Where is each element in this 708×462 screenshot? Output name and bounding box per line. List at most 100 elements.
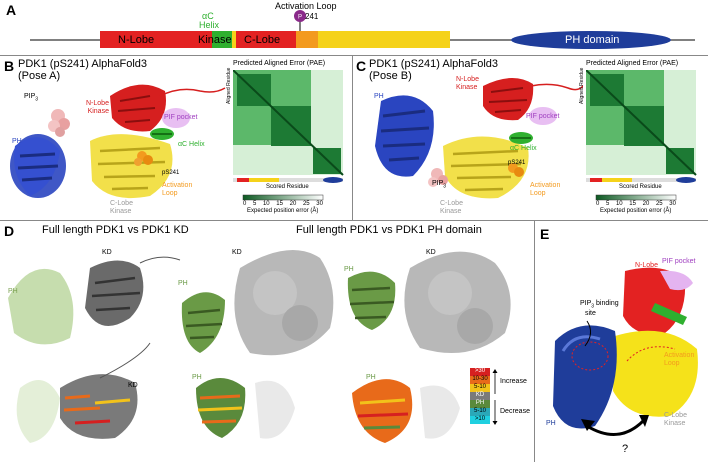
kinase-bar-red <box>234 31 296 48</box>
structure-pose-a <box>10 84 226 199</box>
d-kd-label-2: KD <box>232 249 242 256</box>
e-pif-label: PIF pocket <box>662 258 696 265</box>
d-legend: >30 10-30 5-10 KD PH 5-10 >10 <box>470 368 490 424</box>
d-increase-label: Increase <box>500 378 527 385</box>
structure-pose-b <box>375 77 583 199</box>
panel-b-title-2: (Pose A) <box>18 70 61 82</box>
d-decrease-label: Decrease <box>500 408 530 415</box>
panel-d-title-right: Full length PDK1 vs PDK1 PH domain <box>296 224 482 236</box>
e-clobe-label: C-Lobe Kinase <box>664 412 687 427</box>
panel-b-label: B <box>4 58 15 74</box>
phospho-site-marker <box>294 10 306 22</box>
b-ph-label: PH <box>12 138 22 145</box>
c-pae-scale-label: Expected position error (Å) <box>600 208 672 214</box>
e-ph-label: PH <box>546 420 556 427</box>
e-activation-label: Activation Loop <box>664 352 695 367</box>
c-tick: 10 <box>615 201 623 207</box>
legend-item: 5-10 <box>470 408 490 416</box>
c-pip3-label: PIP3 <box>432 180 447 190</box>
e-nlobe-label: N-Lobe <box>635 262 658 269</box>
schematic-model <box>553 267 698 436</box>
domain-diagram: P <box>30 10 695 49</box>
b-achelix-label: αC Helix <box>178 141 205 148</box>
c-pif-label: PIF pocket <box>526 113 560 120</box>
panel-d-title-left: Full length PDK1 vs PDK1 KD <box>42 224 189 236</box>
b-pae-scale-label: Expected position error (Å) <box>247 208 319 214</box>
b-tick: 20 <box>289 201 297 207</box>
b-pae-ticks: 0 5 10 15 20 25 30 <box>243 201 323 207</box>
divider-top <box>0 55 708 56</box>
b-pif-label: PIF pocket <box>164 114 198 121</box>
c-tick: 0 <box>596 201 600 207</box>
legend-item: 10-30 <box>470 376 490 384</box>
panel-e-label: E <box>540 226 550 242</box>
b-pae-xlabel: Scored Residue <box>266 184 309 190</box>
b-tick: 10 <box>262 201 270 207</box>
b-ps241-label: pS241 <box>162 170 180 176</box>
ph-domain-ellipse <box>511 31 671 49</box>
e-pip3-binding-label: PIP3 binding <box>580 300 619 310</box>
clobe-bar <box>318 31 450 48</box>
d-ph-label-6: PH <box>366 374 376 381</box>
activation-loop-label: Activation Loop <box>275 1 337 11</box>
divider-bc <box>352 55 353 220</box>
c-pae-title: Predicted Aligned Error (PAE) <box>586 60 679 67</box>
c-clobe-label: C-Lobe Kinase <box>440 200 463 215</box>
legend-item: PH <box>470 400 490 408</box>
b-activation-label: Activation Loop <box>162 182 193 197</box>
ph-domain-label: PH domain <box>565 34 620 46</box>
divider-mid <box>0 220 708 221</box>
c-achelix-label: αC Helix <box>510 145 537 152</box>
ac-helix-bar <box>212 31 234 48</box>
legend-item: 5-10 <box>470 384 490 392</box>
legend-item: >30 <box>470 368 490 376</box>
c-nlobe-label: N-Lobe Kinase <box>456 76 479 91</box>
panel-c-label: C <box>356 58 367 74</box>
panel-c-title-1: PDK1 (pS241) AlphaFold3 <box>369 58 499 70</box>
comparison-structures <box>8 250 511 443</box>
panel-b-title-1: PDK1 (pS241) AlphaFold3 <box>18 58 148 70</box>
activation-loop-bar <box>296 31 318 48</box>
c-tick: 15 <box>629 201 636 207</box>
c-ph-label: PH <box>374 93 384 100</box>
legend-item: KD <box>470 392 490 400</box>
c-tick: 25 <box>655 201 663 207</box>
b-pip3-label: PIP3 <box>24 93 39 103</box>
d-ph-label-5: PH <box>192 374 202 381</box>
clobe-label: C-Lobe <box>244 34 281 46</box>
c-pae-xlabel: Scored Residue <box>619 184 662 190</box>
residue-241-label: 241 <box>305 12 319 21</box>
kinase-label: Kinase <box>198 34 232 46</box>
d-kd-label-3: KD <box>426 249 436 256</box>
b-tick: 15 <box>276 201 283 207</box>
c-activation-label: Activation Loop <box>530 182 561 197</box>
panel-c-title-2: (Pose B) <box>369 70 412 82</box>
d-legend-arrows <box>492 369 498 425</box>
ac-helix-label-2: Helix <box>199 20 220 30</box>
panel-a-label: A <box>6 2 17 18</box>
b-pae-title: Predicted Aligned Error (PAE) <box>233 60 326 67</box>
b-tick: 5 <box>252 201 257 207</box>
e-site-label: site <box>585 310 596 317</box>
nlobe-label: N-Lobe <box>118 34 155 46</box>
c-ps241-label: pS241 <box>508 160 526 166</box>
c-pae-ylabel: Aligned Residue <box>579 67 585 104</box>
nlobe-bar <box>100 31 212 48</box>
c-pae-heatmap <box>586 70 697 201</box>
c-tick: 20 <box>642 201 650 207</box>
b-pae-heatmap <box>233 70 344 201</box>
e-question-label: ? <box>622 443 629 455</box>
divider-de <box>534 220 535 462</box>
b-nlobe-label: N-Lobe Kinase <box>86 100 109 115</box>
svg-text:P: P <box>298 15 302 21</box>
ac-helix-label-1: αC <box>202 11 214 21</box>
c-tick: 5 <box>605 201 610 207</box>
d-ph-label-1: PH <box>8 288 18 295</box>
d-ph-label-2: PH <box>178 280 188 287</box>
d-ph-label-3: PH <box>344 266 354 273</box>
b-tick: 30 <box>316 201 323 207</box>
c-pae-ticks: 0 5 10 15 20 25 30 <box>596 201 676 207</box>
d-kd-label-4: KD <box>128 382 138 389</box>
legend-item: >10 <box>470 416 490 424</box>
c-tick: 30 <box>669 201 676 207</box>
